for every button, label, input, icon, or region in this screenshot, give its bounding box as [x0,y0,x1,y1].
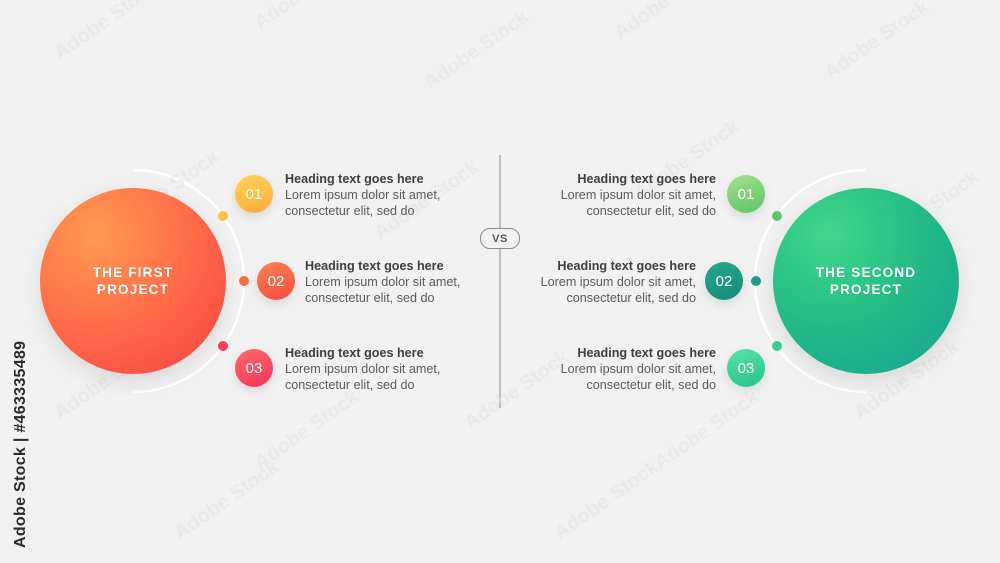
watermark-text: Adobe Stock [650,385,763,474]
item-body-line: consectetur elit, sed do [285,378,415,392]
second-project-title-line2: PROJECT [829,282,903,297]
right-dot-03 [772,341,782,351]
item-body-line: consectetur elit, sed do [586,204,716,218]
second-project-circle: THE SECOND PROJECT [773,188,959,374]
item-body-line: Lorem ipsum dolor sit amet, [540,275,696,289]
watermark-text: Adobe Stock [50,0,163,64]
watermark-text: Adobe Stock [420,5,533,94]
item-heading: Heading text goes here [577,346,716,360]
right-dot-01 [772,211,782,221]
stock-id-watermark: Adobe Stock | #463335489 [12,340,29,548]
first-project-title-line2: PROJECT [96,282,170,297]
item-body-line: Lorem ipsum dolor sit amet, [285,362,441,376]
watermark-text: Adobe Stock [170,455,283,544]
item-body-line: Lorem ipsum dolor sit amet, [305,275,461,289]
left-item: Heading text goes here Lorem ipsum dolor… [285,345,485,393]
item-body-line: Lorem ipsum dolor sit amet, [285,188,441,202]
watermark-text: Adobe Stock [610,0,723,44]
left-step-badge: 03 [235,349,273,387]
watermark-text: Adobe Stock [250,0,363,34]
item-heading: Heading text goes here [305,259,444,273]
left-step-badge: 01 [235,175,273,213]
watermark-text: Adobe Stock [820,0,933,84]
item-heading: Heading text goes here [285,346,424,360]
item-heading: Heading text goes here [557,259,696,273]
left-item: Heading text goes here Lorem ipsum dolor… [285,171,485,219]
watermark-text: Adobe Stock [550,455,663,544]
vs-label: VS [480,228,520,249]
right-dot-02 [751,276,761,286]
item-body-line: consectetur elit, sed do [285,204,415,218]
right-step-badge: 03 [727,349,765,387]
right-item: Heading text goes here Lorem ipsum dolor… [516,171,716,219]
left-step-badge: 02 [257,262,295,300]
item-body-line: consectetur elit, sed do [586,378,716,392]
left-item: Heading text goes here Lorem ipsum dolor… [305,258,505,306]
right-step-badge: 02 [705,262,743,300]
right-item: Heading text goes here Lorem ipsum dolor… [516,345,716,393]
right-step-badge: 01 [727,175,765,213]
item-body-line: consectetur elit, sed do [566,291,696,305]
left-dot-01 [218,211,228,221]
item-body-line: Lorem ipsum dolor sit amet, [560,188,716,202]
left-dot-03 [218,341,228,351]
first-project-title-line1: THE FIRST [92,265,174,280]
item-heading: Heading text goes here [285,172,424,186]
left-dot-02 [239,276,249,286]
item-heading: Heading text goes here [577,172,716,186]
second-project-title-line1: THE SECOND [815,265,917,280]
first-project-circle: THE FIRST PROJECT [40,188,226,374]
item-body-line: consectetur elit, sed do [305,291,435,305]
item-body-line: Lorem ipsum dolor sit amet, [560,362,716,376]
right-item: Heading text goes here Lorem ipsum dolor… [496,258,696,306]
